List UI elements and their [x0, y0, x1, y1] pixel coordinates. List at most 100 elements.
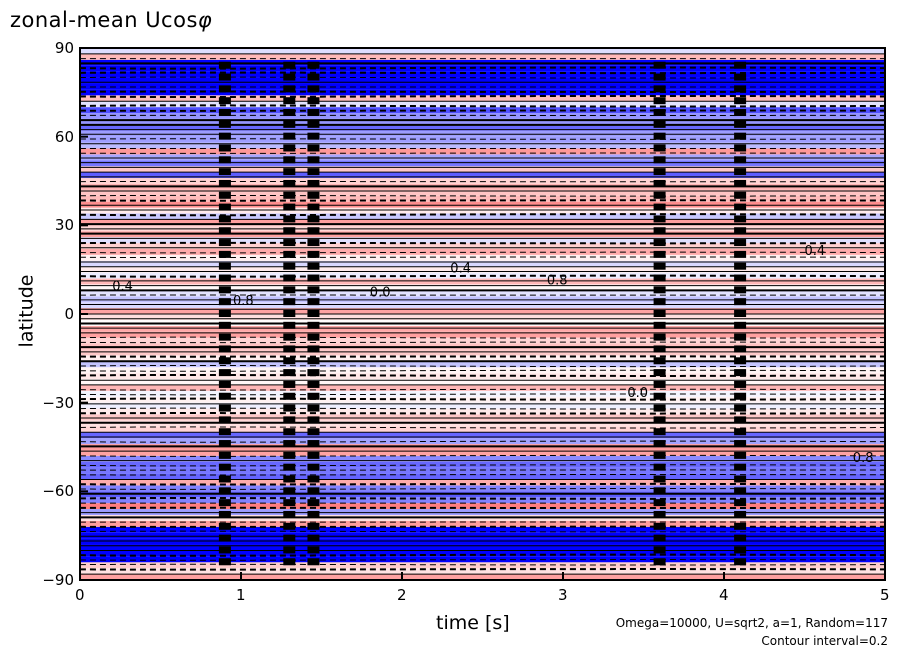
contour-line [80, 544, 885, 547]
contour-label-mark [283, 345, 296, 353]
contour-label-mark [653, 262, 666, 270]
contour-label-mark [653, 132, 666, 140]
heatmap-band [80, 154, 885, 161]
contour-label-mark [218, 416, 231, 424]
contour-label-mark [653, 534, 666, 542]
contour-label-mark [307, 179, 320, 187]
contour-label-mark [307, 61, 320, 69]
contour-label-mark [307, 203, 320, 211]
contour-line [80, 374, 885, 377]
contour-label-mark [734, 416, 747, 424]
contour-label-mark [734, 274, 747, 282]
contour-label-mark [307, 487, 320, 495]
contour-label-mark [283, 191, 296, 199]
contour-label-mark [283, 109, 296, 117]
contour-label-mark [307, 546, 320, 554]
contour-line [80, 364, 885, 368]
contour-line [80, 94, 885, 98]
contour-label-mark [218, 345, 231, 353]
y-axis-label: latitude [15, 274, 38, 348]
contour-line [80, 478, 885, 481]
contour-label-mark [734, 97, 747, 105]
contour-label-mark [653, 416, 666, 424]
contour-label-mark [283, 286, 296, 294]
contour-label-mark [307, 510, 320, 518]
contour-line [80, 568, 885, 571]
contour-label-mark [653, 191, 666, 199]
contour-label-mark [218, 534, 231, 542]
contour-line [80, 265, 885, 268]
contour-label-mark [283, 392, 296, 400]
heatmap-band [80, 503, 885, 510]
contour-label-mark [307, 357, 320, 365]
heatmap-band [80, 195, 885, 202]
contour-label-mark [307, 475, 320, 483]
contour-label-mark [307, 369, 320, 377]
contour-label-mark [307, 416, 320, 424]
contour-label-mark [734, 250, 747, 258]
contour-label-mark [283, 558, 296, 566]
contour-label-mark [734, 179, 747, 187]
contour-label: 0.4 [112, 279, 133, 294]
contour-label-mark [653, 310, 666, 317]
contour-label-mark [218, 239, 231, 247]
contour-label-mark [218, 144, 231, 152]
heatmap-band [80, 207, 885, 214]
contour-label-mark [734, 546, 747, 554]
contour-line [80, 118, 885, 122]
contour-label-mark [307, 85, 320, 93]
contour-line [80, 407, 885, 410]
heatmap-band [80, 201, 885, 208]
contour-line [80, 241, 885, 245]
contour-label-mark [734, 499, 747, 507]
contour-label-mark [734, 310, 747, 317]
contour-line [80, 142, 885, 145]
contour-label-mark [307, 333, 320, 341]
heatmap-band [80, 568, 885, 575]
contour-label-mark [218, 298, 231, 306]
heatmap-band [80, 166, 885, 173]
contour-label: 0.0 [627, 386, 648, 401]
contour-line [80, 359, 885, 363]
contour-label-mark [734, 286, 747, 294]
contour-line [80, 251, 885, 254]
contour-label-mark [307, 451, 320, 459]
contour-label-mark [734, 463, 747, 471]
contour-line [80, 171, 885, 174]
contour-label-mark [218, 463, 231, 471]
contour-label-mark [653, 487, 666, 495]
contour-line [80, 563, 885, 566]
contour-label-mark [307, 534, 320, 542]
heatmap-band [80, 213, 885, 220]
contour-label-mark [653, 120, 666, 128]
contour-line [80, 369, 885, 372]
contour-line [80, 488, 885, 490]
contour-label-mark [307, 440, 320, 448]
contour-label-mark [653, 380, 666, 388]
contour-label-mark [218, 310, 231, 317]
contour-line [80, 213, 885, 217]
contour-label-mark [218, 179, 231, 187]
contour-label-mark [218, 428, 231, 436]
contour-label-mark [734, 440, 747, 448]
contour-label-mark [653, 250, 666, 258]
contour-label-mark [307, 239, 320, 247]
heatmap-band [80, 142, 885, 149]
heatmap-band [80, 189, 885, 196]
contour-label-mark [283, 179, 296, 187]
contour-line [80, 540, 885, 542]
contour-label-mark [653, 357, 666, 365]
params-note: Omega=10000, U=sqrt2, a=1, Random=117 [615, 616, 888, 630]
contour-line [80, 417, 885, 420]
contour-label-mark [653, 333, 666, 341]
contour-label-clusters [218, 61, 747, 566]
heatmap-band [80, 325, 885, 332]
contour-line [80, 341, 885, 344]
contour-label-mark [653, 156, 666, 164]
contour-label-mark [283, 321, 296, 329]
contour-label-mark [218, 215, 231, 223]
contour-label-mark [218, 475, 231, 483]
contour-label-mark [283, 428, 296, 436]
contour-label-mark [218, 522, 231, 530]
contour-label-mark [653, 144, 666, 152]
